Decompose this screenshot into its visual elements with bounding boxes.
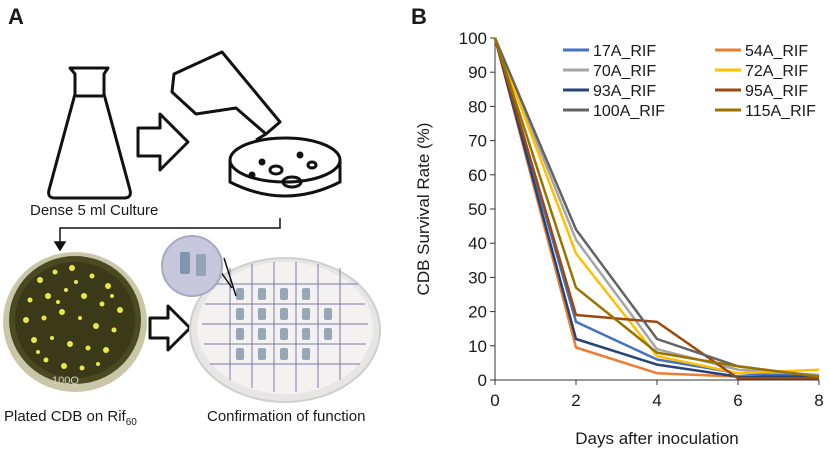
legend-label: 100A_RIF (593, 103, 665, 120)
x-tick-label: 4 (652, 391, 661, 410)
y-tick-label: 90 (468, 63, 487, 82)
series-line-72A_RIF (493, 37, 820, 375)
panel-a: A (0, 0, 405, 449)
series-line-17A_RIF (493, 37, 820, 378)
y-tick-label: 40 (468, 234, 487, 253)
caption-confirmation: Confirmation of function (207, 408, 366, 425)
legend-label: 72A_RIF (745, 63, 808, 80)
survival-chart: 0 10 20 30 40 50 60 70 80 90 100 0 2 4 6 8 17A_RIF 54A_R… (414, 29, 824, 448)
flask-icon (47, 66, 132, 200)
panel-b: B 0 10 20 30 40 50 60 70 80 90 100 0 2 4 6 8 17A_RIF 54A… (405, 0, 830, 449)
colony-patches (236, 288, 332, 360)
y-tick-label: 20 (468, 303, 487, 322)
legend-label: 17A_RIF (593, 43, 656, 60)
arrow-right-icon-2 (148, 304, 192, 352)
x-tick-label: 2 (571, 391, 580, 410)
yellow-colonies (23, 265, 123, 371)
y-axis-label: CDB Survival Rate (%) (414, 123, 433, 296)
legend-label: 115A_RIF (745, 103, 816, 120)
legend-label: 95A_RIF (745, 83, 808, 100)
y-tick-label: 50 (468, 200, 487, 219)
magnifier-icon (161, 235, 223, 297)
caption-culture: Dense 5 ml Culture (30, 202, 159, 219)
legend-label: 54A_RIF (745, 43, 808, 60)
plate-label: 100Q (52, 375, 79, 387)
series-line-95A_RIF (493, 37, 819, 380)
pouring-flask-icon (170, 50, 282, 142)
legend-label: 70A_RIF (593, 63, 656, 80)
series-lines (493, 37, 820, 380)
caption-plated-text: Plated CDB on Rif (4, 408, 126, 425)
y-tick-label: 70 (468, 132, 487, 151)
y-tick-label: 100 (459, 29, 487, 48)
arrow-right-icon (136, 112, 190, 172)
confirmation-plate-photo (161, 235, 381, 403)
y-tick-label: 80 (468, 97, 487, 116)
x-tick-label: 6 (733, 391, 742, 410)
x-tick-label: 0 (490, 391, 499, 410)
legend: 17A_RIF 54A_RIF 70A_RIF 72A_RIF 93A_RIF 95A_R… (563, 43, 816, 120)
legend-label: 93A_RIF (593, 83, 656, 100)
y-tick-label: 10 (468, 337, 487, 356)
y-tick-label: 30 (468, 268, 487, 287)
caption-plated: Plated CDB on Rif60 (4, 408, 137, 428)
panel-b-label: B (411, 4, 427, 29)
series-line-93A_RIF (493, 37, 819, 378)
connector-arrow (53, 218, 281, 252)
x-tick-label: 8 (814, 391, 823, 410)
y-tick-label: 60 (468, 166, 487, 185)
axes: 0 10 20 30 40 50 60 70 80 90 100 0 2 4 6 8 (459, 29, 824, 410)
panel-a-illustration: 100Q (3, 50, 381, 403)
agar-plate-photo: 100Q (3, 252, 147, 392)
panel-a-label: A (8, 4, 24, 29)
caption-plated-subscript: 60 (125, 417, 137, 428)
grid-lines (202, 262, 368, 392)
x-axis-label: Days after inoculation (575, 429, 738, 448)
y-tick-label: 0 (478, 371, 487, 390)
series-line-115A_RIF (493, 37, 820, 378)
petri-dish-icon (228, 136, 342, 198)
